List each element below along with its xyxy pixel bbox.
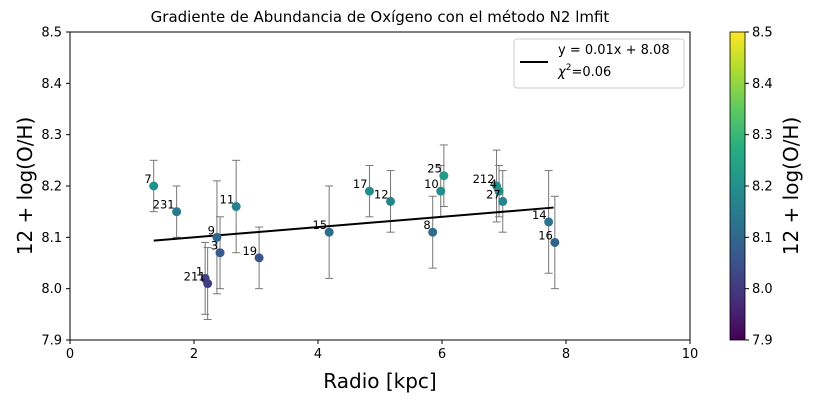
x-tick-label: 2 [190, 347, 198, 362]
x-tick-label: 8 [562, 347, 570, 362]
legend-chi2-label: χ2=0.06 [557, 63, 611, 80]
data-point [544, 217, 554, 227]
y-tick-label: 8.5 [41, 26, 62, 41]
point-label: 3 [211, 239, 218, 253]
y-tick-label: 7.9 [41, 334, 62, 349]
point-label: 4 [490, 177, 497, 191]
y-tick-label: 8.3 [41, 128, 62, 143]
data-points [149, 171, 560, 289]
x-tick-label: 6 [438, 347, 446, 362]
colorbar-gradient [729, 31, 746, 341]
colorbar-tick-label: 8.3 [752, 128, 773, 143]
x-tick-label: 0 [66, 347, 74, 362]
point-label: 12 [374, 187, 389, 201]
colorbar-tick-label: 8.1 [752, 231, 773, 246]
point-label: 7 [144, 172, 151, 186]
data-point [364, 186, 374, 196]
chi-symbol: χ [557, 65, 567, 80]
data-point [494, 186, 504, 196]
legend-fit-label: y = 0.01x + 8.08 [558, 43, 670, 58]
point-label: 231 [153, 198, 175, 212]
chi-superscript: 2 [566, 63, 572, 73]
point-label: 27 [486, 187, 501, 201]
chi2-value: =0.06 [571, 65, 611, 80]
data-point [428, 227, 438, 237]
data-point [231, 202, 241, 212]
point-label: 9 [208, 223, 215, 237]
legend: y = 0.01x + 8.08 χ2=0.06 [513, 38, 685, 89]
point-label: 15 [313, 218, 328, 232]
legend-box [513, 38, 685, 89]
x-axis: 0 2 4 6 8 10 [66, 340, 698, 362]
y-axis-title: 12 + log(O/H) [13, 117, 37, 256]
data-point [172, 207, 182, 217]
point-label: 8 [423, 218, 430, 232]
data-point [436, 186, 446, 196]
data-point [254, 253, 264, 263]
colorbar-tick-label: 8.4 [752, 77, 773, 92]
data-point [212, 232, 222, 242]
colorbar: 7.9 8.0 8.1 8.2 8.3 8.4 8.5 12 + log(O/H) [729, 26, 803, 349]
point-label: 14 [532, 208, 547, 222]
y-axis: 7.9 8.0 8.1 8.2 8.3 8.4 8.5 [41, 26, 70, 349]
point-label: 212 [473, 172, 495, 186]
y-tick-label: 8.0 [41, 282, 62, 297]
point-label: 211 [184, 270, 206, 284]
point-label: 16 [538, 228, 553, 242]
colorbar-tick-label: 8.2 [752, 180, 773, 195]
data-point [498, 196, 508, 206]
y-tick-label: 8.1 [41, 231, 62, 246]
point-label: 19 [242, 244, 257, 258]
colorbar-tick-label: 8.5 [752, 26, 773, 41]
chart-title: Gradiente de Abundancia de Oxígeno con e… [151, 8, 610, 26]
colorbar-title: 12 + log(O/H) [779, 117, 803, 256]
x-tick-label: 4 [314, 347, 322, 362]
x-tick-label: 10 [682, 347, 699, 362]
data-point [215, 248, 225, 258]
x-axis-title: Radio [kpc] [323, 369, 436, 393]
data-point [149, 181, 159, 191]
data-point [324, 227, 334, 237]
colorbar-tick-label: 8.0 [752, 282, 773, 297]
colorbar-ticks: 7.9 8.0 8.1 8.2 8.3 8.4 8.5 [745, 26, 773, 349]
point-label: 1 [196, 264, 203, 278]
data-point [203, 279, 213, 289]
y-tick-label: 8.4 [41, 77, 62, 92]
point-label: 25 [427, 162, 442, 176]
y-tick-label: 8.2 [41, 180, 62, 195]
point-label: 10 [424, 177, 439, 191]
data-point [386, 196, 396, 206]
colorbar-tick-label: 7.9 [752, 334, 773, 349]
data-point [550, 237, 560, 247]
point-label: 17 [353, 177, 368, 191]
point-label: 11 [220, 193, 235, 207]
data-point [439, 171, 449, 181]
